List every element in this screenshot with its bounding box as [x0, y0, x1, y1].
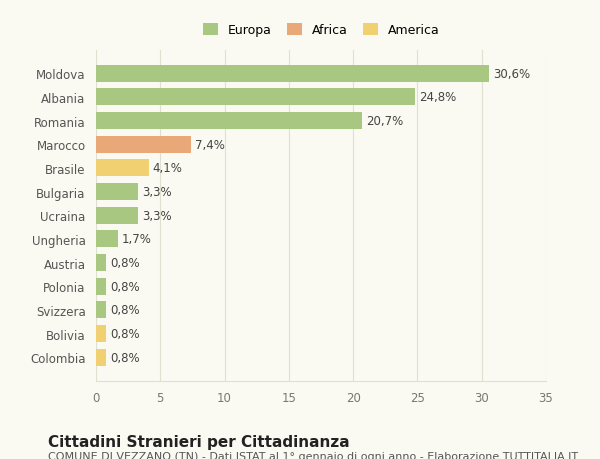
Text: Cittadini Stranieri per Cittadinanza: Cittadini Stranieri per Cittadinanza: [48, 434, 350, 449]
Text: COMUNE DI VEZZANO (TN) - Dati ISTAT al 1° gennaio di ogni anno - Elaborazione TU: COMUNE DI VEZZANO (TN) - Dati ISTAT al 1…: [48, 451, 578, 459]
Bar: [96, 231, 118, 248]
Bar: [96, 302, 106, 319]
Text: 3,3%: 3,3%: [142, 209, 172, 222]
Legend: Europa, Africa, America: Europa, Africa, America: [199, 21, 443, 41]
Bar: [96, 89, 415, 106]
Bar: [96, 66, 490, 83]
Bar: [96, 254, 106, 271]
Bar: [96, 160, 149, 177]
Text: 0,8%: 0,8%: [110, 257, 140, 269]
Text: 1,7%: 1,7%: [122, 233, 152, 246]
Text: 3,3%: 3,3%: [142, 185, 172, 199]
Text: 4,1%: 4,1%: [152, 162, 182, 175]
Bar: [96, 278, 106, 295]
Text: 0,8%: 0,8%: [110, 351, 140, 364]
Bar: [96, 184, 139, 201]
Text: 30,6%: 30,6%: [493, 67, 530, 80]
Bar: [96, 207, 139, 224]
Bar: [96, 349, 106, 366]
Text: 0,8%: 0,8%: [110, 304, 140, 317]
Text: 7,4%: 7,4%: [195, 138, 225, 151]
Bar: [96, 136, 191, 153]
Text: 20,7%: 20,7%: [366, 115, 403, 128]
Bar: [96, 113, 362, 130]
Text: 24,8%: 24,8%: [419, 91, 456, 104]
Bar: [96, 325, 106, 342]
Text: 0,8%: 0,8%: [110, 280, 140, 293]
Text: 0,8%: 0,8%: [110, 327, 140, 340]
